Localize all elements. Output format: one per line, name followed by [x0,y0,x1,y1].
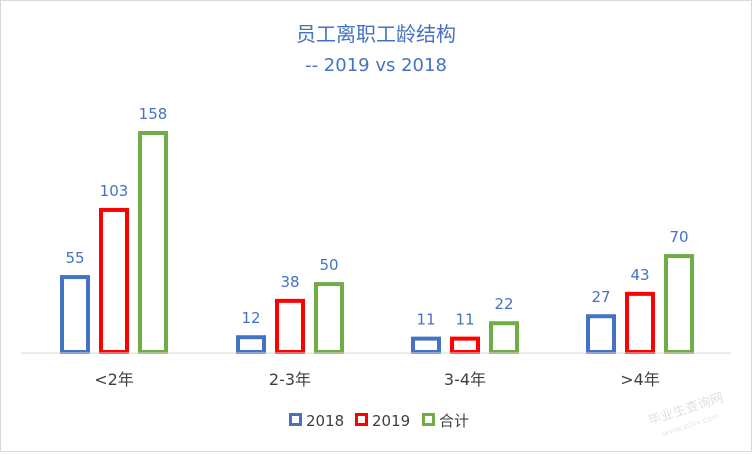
bar-2018->4年[interactable] [586,314,616,355]
x-tick-label-<2年: <2年 [94,370,134,389]
data-label-合计-3-4年: 22 [494,295,513,313]
bar-2019-<2年[interactable] [99,207,129,354]
legend[interactable]: 2018 2019 合计 [289,412,470,430]
bar-合计-<2年[interactable] [138,131,168,354]
legend-item-2018[interactable]: 2018 [289,412,345,430]
data-label-2019-2-3年: 38 [280,273,299,291]
x-tick-label-2-3年: 2-3年 [269,370,311,389]
data-label-合计->4年: 70 [669,228,688,246]
chart-subtitle: -- 2019 vs 2018 [305,55,447,76]
legend-item-2019[interactable]: 2019 [355,412,411,430]
legend-label-合计: 合计 [439,412,469,430]
data-label-2019-<2年: 103 [100,182,129,200]
data-label-2019->4年: 43 [630,266,649,284]
legend-swatch-2018 [289,413,302,426]
legend-swatch-合计 [422,413,435,426]
bar-2018-2-3年[interactable] [236,335,266,354]
data-label-合计-2-3年: 50 [319,256,338,274]
bar-2018-3-4年[interactable] [411,336,441,354]
legend-label-2018: 2018 [306,412,344,430]
bar-2018-<2年[interactable] [60,275,90,354]
x-tick-labels-group: <2年 2-3年 3-4年 >4年 [94,370,660,389]
data-labels-group: 55 103 158 12 38 50 11 11 22 27 43 70 [65,105,688,329]
data-label-2018-2-3年: 12 [241,309,260,327]
bar-合计-3-4年[interactable] [489,321,519,354]
x-tick-label-3-4年: 3-4年 [444,370,486,389]
data-label-合计-<2年: 158 [139,105,168,123]
bar-2019->4年[interactable] [625,291,655,354]
legend-item-合计[interactable]: 合计 [422,412,470,430]
data-label-2019-3-4年: 11 [455,311,474,329]
data-label-2018-<2年: 55 [65,249,84,267]
chart-title: 员工离职工龄结构 [296,22,456,46]
x-tick-label->4年: >4年 [620,370,660,389]
bar-2019-3-4年[interactable] [450,336,480,354]
bar-合计->4年[interactable] [664,254,694,354]
data-label-2018-3-4年: 11 [416,311,435,329]
data-label-2018->4年: 27 [591,288,610,306]
legend-label-2019: 2019 [372,412,410,430]
bar-2019-2-3年[interactable] [275,298,305,355]
bar-合计-2-3年[interactable] [314,282,344,354]
legend-swatch-2019 [355,413,368,426]
bars-group [60,131,694,355]
watermark: 毕业生查询网 www.s0vv.com [647,390,726,438]
